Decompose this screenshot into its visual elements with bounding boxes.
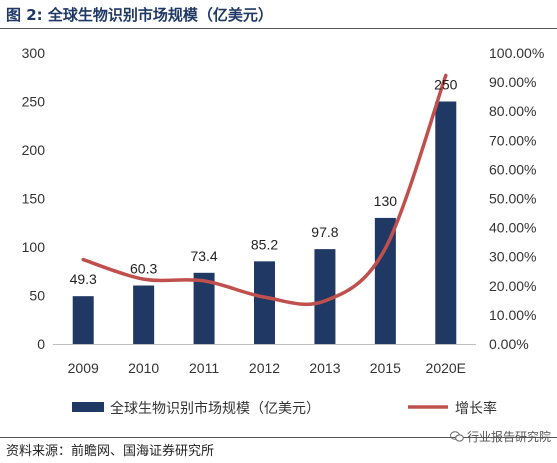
wechat-icon: [449, 431, 464, 442]
figure-title: 图 2: 全球生物识别市场规模（亿美元）: [6, 6, 273, 24]
legend-line-label: 增长率: [455, 400, 497, 417]
bar: [193, 272, 215, 344]
x-tick-label: 2015: [370, 360, 401, 376]
bar-data-labels: 49.3 60.3 73.4 85.2 97.8 130 250: [70, 77, 458, 288]
growth-rate-line: [81, 73, 448, 307]
x-tick-label: 2012: [249, 360, 280, 376]
left-tick-label: 50: [29, 288, 45, 304]
source-divider: [0, 437, 557, 438]
bar-series: [53, 101, 476, 345]
legend-bar-label: 全球生物识别市场规模（亿美元）: [110, 400, 320, 417]
right-tick-label: 40.00%: [489, 220, 536, 236]
right-tick-label: 90.00%: [489, 74, 536, 90]
right-tick-label: 20.00%: [489, 278, 536, 294]
bar: [314, 249, 336, 344]
right-tick-label: 0.00%: [489, 336, 529, 352]
watermark-text: 行业报告研究院: [466, 430, 551, 444]
chart-legend: 全球生物识别市场规模（亿美元） 增长率: [72, 400, 497, 417]
x-axis: 2009 2010 2011 2012 2013 2015 2020E: [68, 360, 466, 376]
source-note: 资料来源：前瞻网、国海证券研究所: [6, 444, 215, 459]
bar-value-label: 60.3: [130, 261, 157, 277]
right-tick-label: 50.00%: [489, 191, 536, 207]
bar: [374, 217, 396, 344]
left-tick-label: 250: [22, 94, 46, 110]
bar-value-label: 73.4: [190, 248, 217, 264]
left-tick-label: 0: [37, 336, 45, 352]
line-series: [81, 73, 448, 307]
bar: [254, 261, 275, 344]
bar: [72, 296, 94, 344]
right-tick-label: 80.00%: [489, 103, 536, 119]
bar-value-label: 97.8: [311, 224, 338, 240]
right-tick-label: 60.00%: [489, 161, 536, 177]
right-tick-label: 70.00%: [489, 132, 536, 148]
right-tick-label: 10.00%: [489, 307, 536, 323]
bar-value-label: 49.3: [70, 271, 97, 287]
left-axis: 0 50 100 150 200 250 300: [22, 45, 46, 352]
right-tick-label: 30.00%: [489, 249, 536, 265]
bar-value-label: 250: [434, 77, 458, 93]
bar-value-label: 130: [374, 193, 398, 209]
left-tick-label: 100: [22, 239, 46, 255]
left-tick-label: 200: [22, 142, 46, 158]
x-tick-label: 2010: [128, 360, 159, 376]
legend-bar-swatch: [72, 402, 104, 412]
bar: [435, 101, 457, 344]
bar: [133, 285, 155, 344]
left-tick-label: 300: [22, 45, 46, 61]
x-tick-label: 2020E: [426, 360, 466, 376]
bar-value-label: 85.2: [251, 236, 278, 252]
watermark: 行业报告研究院: [449, 428, 551, 445]
title-divider: [0, 28, 557, 29]
x-tick-label: 2011: [189, 360, 219, 376]
right-tick-label: 100.00%: [489, 45, 544, 61]
x-tick-label: 2009: [68, 360, 99, 376]
x-tick-label: 2013: [309, 360, 340, 376]
left-tick-label: 150: [22, 191, 46, 207]
right-axis: 0.00% 10.00% 20.00% 30.00% 40.00% 50.00% 60.00…: [489, 45, 544, 352]
